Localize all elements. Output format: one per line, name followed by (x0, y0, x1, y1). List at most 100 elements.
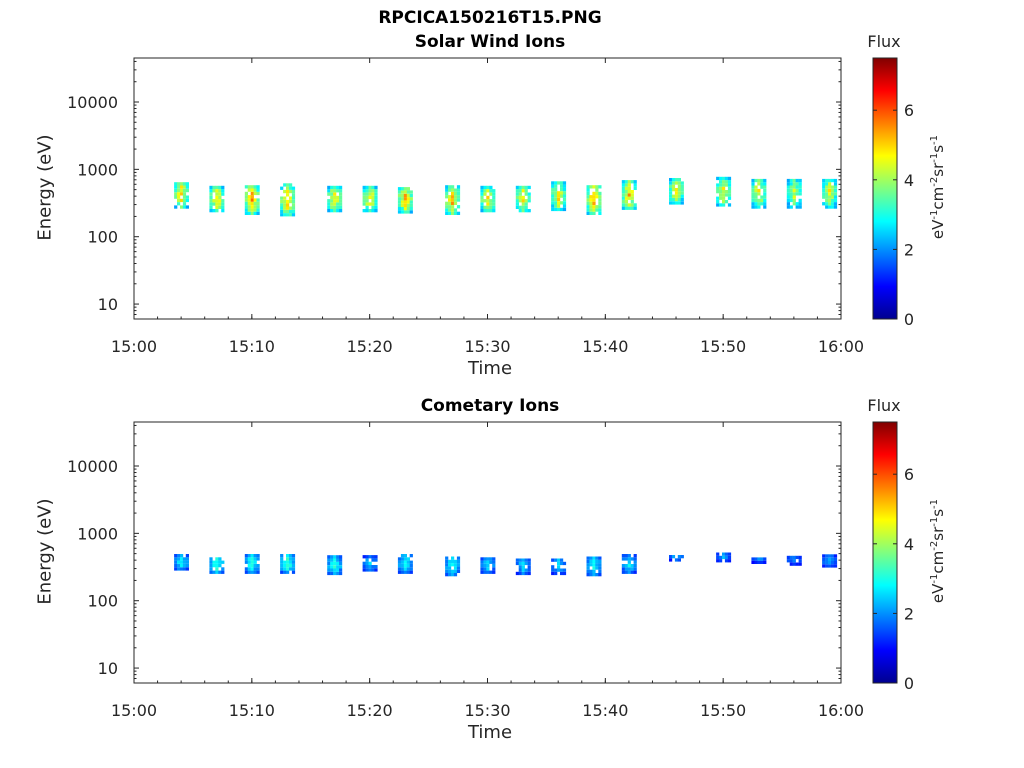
panel1-heatmap-cell (291, 203, 296, 207)
panel1-heatmap-cell (445, 201, 449, 205)
panel1-heatmap-cell (451, 195, 455, 199)
panel1-heatmap-cell (671, 194, 676, 198)
panel2-heatmap-cell (757, 557, 761, 561)
panel1-heatmap-cell (400, 207, 405, 211)
panel1-heatmap-cell (524, 192, 528, 196)
panel1-heatmap-cell (595, 188, 599, 192)
panel2-heatmap-cell (589, 573, 593, 577)
panel2-heatmap-cell (453, 573, 458, 577)
panel1-x-tick-label: 16:00 (818, 337, 864, 356)
panel2-heatmap-cell (336, 568, 340, 572)
panel1-heatmap-cell (365, 192, 369, 196)
panel1-heatmap-cell (362, 209, 366, 213)
panel1-heatmap-cell (492, 199, 496, 203)
panel1-heatmap-cell (289, 213, 293, 217)
panel1-y-tick-label: 10 (98, 295, 118, 314)
panel1-heatmap-cell (592, 185, 596, 189)
panel2-heatmap-cell (518, 568, 522, 572)
panel1-heatmap-cell (247, 211, 251, 215)
panel1-colorbar (872, 57, 898, 320)
panel1-heatmap-cell (218, 202, 222, 206)
panel1-heatmap-cell (209, 209, 213, 213)
panel2-heatmap-cell (592, 573, 596, 577)
panel1-heatmap-cell (551, 181, 555, 185)
panel1-heatmap-cell (456, 205, 461, 209)
panel1-heatmap-cell (557, 194, 561, 198)
panel2-heatmap-cell (595, 556, 599, 560)
panel2-heatmap-cell (483, 567, 487, 571)
panel2-heatmap-cell (365, 561, 369, 565)
figure-title: RPCICA150216T15.PNG (378, 8, 602, 28)
panel2-heatmap-cell (330, 565, 334, 569)
panel2-heatmap-cell (280, 560, 284, 564)
panel1-heatmap-cell (247, 188, 251, 192)
panel2-heatmap-cell (822, 557, 826, 561)
panel2-heatmap-cell (174, 557, 178, 561)
panel1-heatmap-cell (674, 188, 679, 192)
panel2-heatmap-cell (630, 557, 634, 561)
panel2-heatmap-cell (825, 554, 829, 558)
panel1-heatmap-cell (621, 190, 625, 194)
panel2-heatmap-cell (792, 559, 796, 563)
panel1-heatmap-cell (253, 188, 257, 192)
panel1-heatmap-cell (674, 181, 679, 185)
panel2-heatmap-cell (751, 560, 755, 564)
panel2-heatmap-cell (828, 564, 832, 568)
panel2-heatmap-cell (247, 570, 251, 574)
panel1-heatmap-cell (253, 211, 257, 215)
panel2-heatmap-cell (244, 554, 248, 558)
panel1-heatmap-cell (595, 185, 599, 189)
panel1-heatmap-cell (551, 184, 555, 188)
panel1-heatmap-cell (554, 197, 558, 202)
panel1-heatmap-cell (215, 195, 219, 200)
panel1-heatmap-cell (374, 205, 378, 209)
panel2-heatmap-cell (448, 566, 452, 570)
panel2-heatmap-cell (406, 560, 410, 564)
panel1-heatmap-cell (833, 202, 838, 206)
panel2-heatmap-cell (521, 571, 525, 576)
panel1-heatmap-cell (185, 185, 189, 189)
panel1-heatmap-cell (453, 195, 458, 199)
panel2-heatmap-cell (215, 564, 219, 568)
panel1-heatmap-cell (280, 206, 284, 210)
panel2-heatmap-cell (589, 569, 593, 573)
panel2-heatmap-cell (291, 560, 296, 564)
panel1-heatmap-cell (763, 188, 767, 193)
panel1-heatmap-cell (727, 186, 732, 190)
panel2-y-tick-label: 10000 (67, 457, 118, 476)
panel1-heatmap-cell (221, 185, 225, 190)
panel1-heatmap-cell (362, 195, 366, 200)
panel1-heatmap-cell (250, 185, 254, 189)
panel2-heatmap-cell (403, 554, 407, 558)
panel1-heatmap-cell (256, 185, 260, 189)
panel1-heatmap-cell (221, 209, 225, 213)
panel1-heatmap-cell (822, 178, 826, 183)
panel1-heatmap-cell (621, 200, 625, 204)
panel1-heatmap-cell (397, 207, 402, 211)
panel1-heatmap-cell (218, 205, 222, 209)
panel2-heatmap-cell (551, 571, 555, 576)
panel1-heatmap-cell (448, 208, 452, 212)
panel1-heatmap-cell (795, 202, 799, 206)
panel1-heatmap-cell (280, 213, 284, 217)
panel1-heatmap-cell (754, 195, 758, 199)
panel1-heatmap-cell (253, 198, 257, 202)
panel1-heatmap-cell (451, 208, 455, 212)
panel2-heatmap-cell (397, 557, 402, 561)
panel1-heatmap-cell (586, 201, 590, 205)
panel1-heatmap-cell (218, 192, 222, 196)
panel2-heatmap-cell (406, 570, 410, 574)
panel2-heatmap-cell (825, 561, 829, 565)
panel2-heatmap-cell (798, 559, 802, 563)
panel1-heatmap-cell (831, 195, 835, 199)
panel1-heatmap-cell (177, 195, 181, 199)
panel1-heatmap-cell (182, 202, 187, 206)
panel2-heatmap-cell (250, 564, 254, 568)
panel1-heatmap-cell (406, 203, 410, 207)
panel2-heatmap-cell (283, 570, 287, 574)
panel2-heatmap-cell (256, 557, 260, 561)
panel2-heatmap-cell (521, 558, 525, 562)
panel2-heatmap-cell (244, 570, 248, 574)
panel2-heatmap-cell (831, 557, 835, 561)
panel1-heatmap-cell (833, 192, 838, 196)
